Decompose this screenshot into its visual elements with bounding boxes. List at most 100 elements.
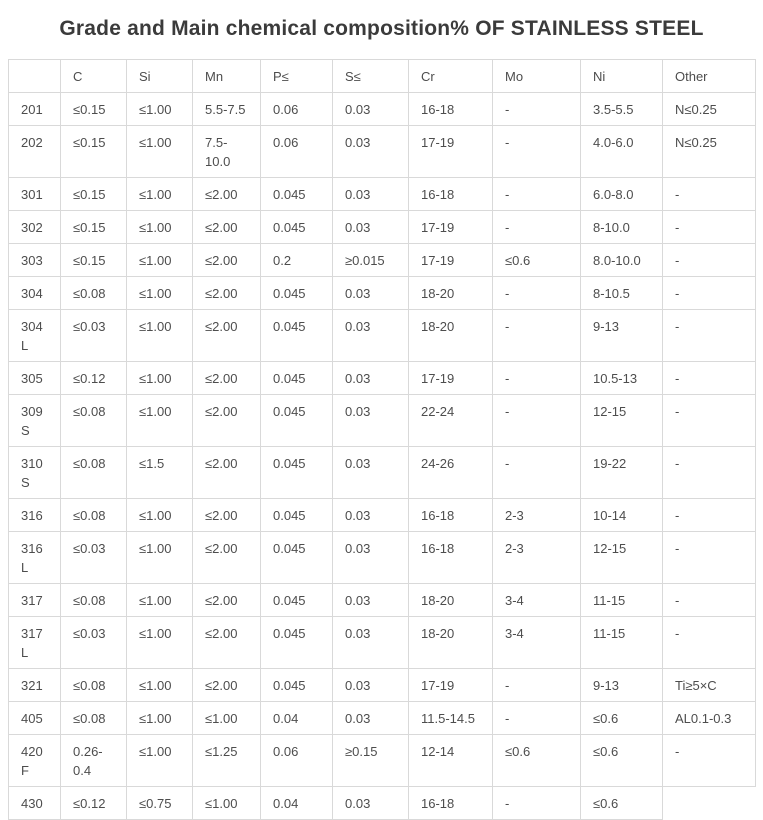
mo-cell: - [492, 361, 581, 395]
table-row: 310S ≤0.08 ≤1.5 ≤2.00 0.045 0.03 24-26-19-22- [8, 446, 756, 499]
si-cell: ≤1.00 [126, 394, 193, 447]
mo-cell: 3-4 [492, 583, 581, 617]
cr-cell: 16-18 [408, 786, 493, 820]
column-header-c: C [60, 59, 127, 93]
mo-cell: - [492, 92, 581, 126]
ni-cell: ≤0.6 [580, 701, 663, 735]
cr-cell: 17-19 [408, 668, 493, 702]
grade-cell: 405 [8, 701, 61, 735]
p-cell: 0.04 [260, 701, 333, 735]
column-header-grade [8, 59, 61, 93]
si-cell: ≤1.00 [126, 498, 193, 532]
grade-cell: 321 [8, 668, 61, 702]
cr-cell: 17-19 [408, 243, 493, 277]
c-cell: ≤0.15 [60, 243, 127, 277]
c-cell: ≤0.08 [60, 668, 127, 702]
cr-cell: 18-20 [408, 276, 493, 310]
mn-cell: ≤2.00 [192, 210, 261, 244]
mo-cell: - [492, 668, 581, 702]
column-header-mo: Mo [492, 59, 581, 93]
s-cell: 0.03 [332, 498, 409, 532]
other-cell [662, 786, 756, 820]
other-cell: - [662, 309, 756, 362]
mo-cell: - [492, 125, 581, 178]
cr-cell: 16-18 [408, 177, 493, 211]
mn-cell: 5.5-7.5 [192, 92, 261, 126]
s-cell: 0.03 [332, 394, 409, 447]
c-cell: ≤0.03 [60, 309, 127, 362]
grade-cell: 304 [8, 276, 61, 310]
si-cell: ≤1.00 [126, 92, 193, 126]
c-cell: ≤0.08 [60, 583, 127, 617]
c-cell: ≤0.15 [60, 177, 127, 211]
cr-cell: 16-18 [408, 531, 493, 584]
grade-cell: 316 [8, 498, 61, 532]
si-cell: ≤1.00 [126, 309, 193, 362]
other-cell: - [662, 446, 756, 499]
page: Grade and Main chemical composition% OF … [0, 8, 763, 820]
table-row: 304L ≤0.03 ≤1.00 ≤2.00 0.045 0.03 18-20-9-13- [8, 309, 756, 362]
si-cell: ≤1.00 [126, 531, 193, 584]
table-row: 301 ≤0.15 ≤1.00 ≤2.00 0.045 0.03 16-18-6.0-8.0… [8, 177, 756, 211]
s-cell: 0.03 [332, 309, 409, 362]
si-cell: ≤1.00 [126, 668, 193, 702]
cr-cell: 17-19 [408, 361, 493, 395]
table-row: 420F 0.26-0.4 ≤1.00 ≤1.25 0.06 ≥0.15 12-14 ≤0.6… [8, 734, 756, 787]
ni-cell: 12-15 [580, 394, 663, 447]
table-row: 316 ≤0.08 ≤1.00 ≤2.00 0.045 0.03 16-18 2-3 10-14… [8, 498, 756, 532]
si-cell: ≤1.00 [126, 701, 193, 735]
other-cell: - [662, 243, 756, 277]
table-body: 201 ≤0.15 ≤1.00 5.5-7.5 0.06 0.03 16-18-3.5-5.… [8, 92, 756, 820]
mn-cell: ≤2.00 [192, 276, 261, 310]
mn-cell: ≤2.00 [192, 531, 261, 584]
mo-cell: ≤0.6 [492, 734, 581, 787]
mn-cell: ≤1.25 [192, 734, 261, 787]
column-header-other: Other [662, 59, 756, 93]
other-cell: - [662, 210, 756, 244]
p-cell: 0.045 [260, 531, 333, 584]
s-cell: ≥0.015 [332, 243, 409, 277]
grade-cell: 310S [8, 446, 61, 499]
table-row: 317 ≤0.08 ≤1.00 ≤2.00 0.045 0.03 18-20 3-4 11-15… [8, 583, 756, 617]
other-cell: - [662, 531, 756, 584]
c-cell: ≤0.15 [60, 92, 127, 126]
s-cell: 0.03 [332, 92, 409, 126]
ni-cell: 19-22 [580, 446, 663, 499]
c-cell: ≤0.03 [60, 531, 127, 584]
c-cell: ≤0.08 [60, 701, 127, 735]
other-cell: - [662, 498, 756, 532]
other-cell: Ti≥5×C [662, 668, 756, 702]
p-cell: 0.045 [260, 177, 333, 211]
si-cell: ≤1.00 [126, 616, 193, 669]
p-cell: 0.045 [260, 276, 333, 310]
table-row: 201 ≤0.15 ≤1.00 5.5-7.5 0.06 0.03 16-18-3.5-5.… [8, 92, 756, 126]
other-cell: - [662, 276, 756, 310]
other-cell: - [662, 734, 756, 787]
mn-cell: ≤1.00 [192, 786, 261, 820]
p-cell: 0.045 [260, 309, 333, 362]
mn-cell: ≤2.00 [192, 446, 261, 499]
cr-cell: 16-18 [408, 498, 493, 532]
cr-cell: 16-18 [408, 92, 493, 126]
mn-cell: ≤2.00 [192, 668, 261, 702]
mn-cell: ≤2.00 [192, 177, 261, 211]
mo-cell: - [492, 177, 581, 211]
ni-cell: 9-13 [580, 668, 663, 702]
table-row: 302 ≤0.15 ≤1.00 ≤2.00 0.045 0.03 17-19-8-10.0- [8, 210, 756, 244]
s-cell: 0.03 [332, 616, 409, 669]
mn-cell: ≤2.00 [192, 361, 261, 395]
other-cell: - [662, 394, 756, 447]
header-row: C Si Mn P≤ S≤ Cr Mo Ni Other [8, 59, 756, 93]
s-cell: 0.03 [332, 446, 409, 499]
mo-cell: - [492, 210, 581, 244]
c-cell: ≤0.08 [60, 446, 127, 499]
p-cell: 0.045 [260, 394, 333, 447]
c-cell: ≤0.15 [60, 210, 127, 244]
other-cell: - [662, 583, 756, 617]
c-cell: ≤0.12 [60, 786, 127, 820]
column-header-p: P≤ [260, 59, 333, 93]
grade-cell: 305 [8, 361, 61, 395]
c-cell: ≤0.15 [60, 125, 127, 178]
s-cell: 0.03 [332, 583, 409, 617]
cr-cell: 18-20 [408, 309, 493, 362]
